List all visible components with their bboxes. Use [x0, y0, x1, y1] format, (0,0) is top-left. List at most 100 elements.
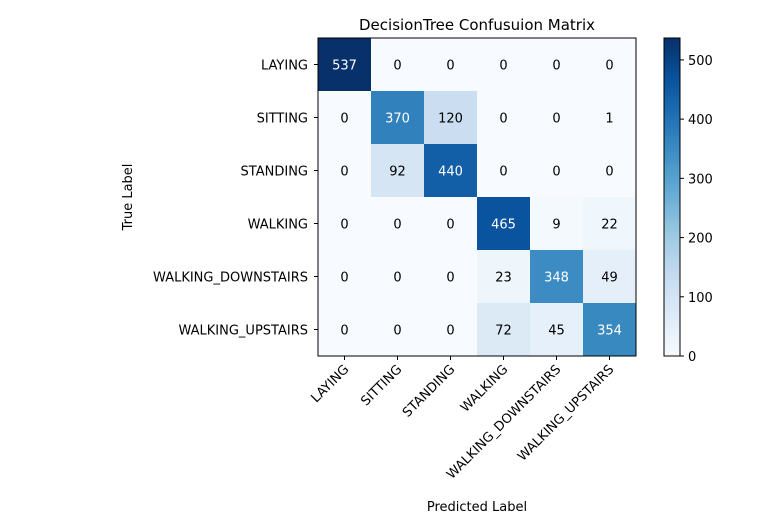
- matrix-cell: [530, 250, 584, 304]
- colorbar: [663, 37, 681, 357]
- matrix-cell: [371, 91, 425, 145]
- cell-value: 0: [552, 165, 560, 180]
- matrix-cells: [318, 38, 637, 357]
- matrix-cell: [318, 303, 372, 357]
- cell-value: 0: [552, 112, 560, 127]
- cell-value: 0: [393, 59, 401, 74]
- matrix-cell: [424, 91, 478, 145]
- matrix-cell: [530, 91, 584, 145]
- cell-value: 120: [438, 112, 463, 127]
- colorbar-tick-label: 300: [688, 172, 713, 187]
- matrix-cell: [530, 38, 584, 92]
- y-tick-label: WALKING_DOWNSTAIRS: [153, 271, 308, 286]
- cell-value: 92: [389, 165, 406, 180]
- colorbar-tick-label: 400: [688, 113, 713, 128]
- cell-value: 0: [340, 218, 348, 233]
- matrix-cell: [318, 38, 372, 92]
- cell-value: 72: [495, 324, 512, 339]
- cell-value: 0: [340, 324, 348, 339]
- matrix-cell: [318, 144, 372, 198]
- cell-value: 465: [491, 218, 516, 233]
- matrix-cell: [318, 197, 372, 251]
- matrix-cell: [371, 303, 425, 357]
- x-tick-label: WALKING_UPSTAIRS: [515, 362, 617, 464]
- cell-value: 537: [332, 59, 357, 74]
- x-tick-label: LAYING: [308, 362, 352, 406]
- matrix-cell: [583, 250, 637, 304]
- cell-value: 22: [601, 218, 618, 233]
- cell-value: 354: [597, 324, 622, 339]
- y-tick-labels: LAYING SITTING STANDING WALKING WALKING_DOWN…: [153, 59, 318, 339]
- colorbar-tick-label: 500: [688, 54, 713, 69]
- cell-value: 348: [544, 271, 569, 286]
- cell-value: 0: [340, 165, 348, 180]
- cell-value: 0: [393, 218, 401, 233]
- cell-value: 45: [548, 324, 565, 339]
- y-tick-label: SITTING: [257, 112, 308, 127]
- matrix-cell: [424, 303, 478, 357]
- cell-value: 0: [446, 59, 454, 74]
- matrix-cell: [371, 38, 425, 92]
- matrix-cell: [477, 197, 531, 251]
- cell-value: 370: [385, 112, 410, 127]
- y-tick-label: WALKING_UPSTAIRS: [179, 324, 309, 339]
- cell-value: 49: [601, 271, 618, 286]
- matrix-cell: [477, 250, 531, 304]
- cell-value: 0: [499, 165, 507, 180]
- cell-value-labels: 537 0 0 0 0 0 0 370 120 0 0 1 0 92 440 0 0 0 0 0 0 465 9 22 0 0 0 2…: [332, 59, 622, 339]
- cell-value: 0: [446, 324, 454, 339]
- matrix-cell: [583, 197, 637, 251]
- matrix-cell: [583, 144, 637, 198]
- chart-title: DecisionTree Confusuion Matrix: [359, 16, 595, 34]
- colorbar-tick-label: 0: [688, 350, 696, 365]
- cell-value: 0: [605, 59, 613, 74]
- matrix-cell: [424, 144, 478, 198]
- cell-value: 0: [605, 165, 613, 180]
- matrix-cell: [318, 91, 372, 145]
- colorbar-tick-label: 200: [688, 232, 713, 247]
- x-tick-label: SITTING: [358, 362, 405, 409]
- matrix-cell: [583, 91, 637, 145]
- matrix-cell: [371, 197, 425, 251]
- y-tick-label: LAYING: [261, 59, 308, 74]
- matrix-cell: [424, 197, 478, 251]
- matrix-cell: [530, 303, 584, 357]
- matrix-cell: [477, 91, 531, 145]
- x-tick-label: STANDING: [400, 362, 458, 420]
- cell-value: 0: [499, 59, 507, 74]
- matrix-cell: [583, 38, 637, 92]
- cell-value: 0: [393, 324, 401, 339]
- colorbar-tick-label: 100: [688, 291, 713, 306]
- y-axis-label: True Label: [121, 164, 136, 232]
- matrix-cell: [371, 250, 425, 304]
- colorbar-ticks: 0 100 200 300 400 500: [680, 54, 713, 365]
- matrix-cell: [424, 250, 478, 304]
- cell-value: 0: [340, 271, 348, 286]
- y-tick-label: WALKING: [248, 218, 308, 233]
- cell-value: 0: [446, 218, 454, 233]
- cell-value: 1: [605, 112, 613, 127]
- matrix-cell: [530, 144, 584, 198]
- cell-value: 0: [393, 271, 401, 286]
- cell-value: 9: [552, 218, 560, 233]
- matrix-cell: [371, 144, 425, 198]
- matrix-cell: [530, 197, 584, 251]
- cell-value: 0: [446, 271, 454, 286]
- cell-value: 0: [340, 112, 348, 127]
- plot-frame: [317, 37, 637, 357]
- x-tick-label: WALKING: [458, 362, 511, 415]
- y-tick-label: STANDING: [241, 165, 308, 180]
- matrix-cell: [318, 250, 372, 304]
- matrix-cell: [477, 303, 531, 357]
- matrix-cell: [477, 144, 531, 198]
- cell-value: 23: [495, 271, 512, 286]
- cell-value: 0: [499, 112, 507, 127]
- matrix-cell: [477, 38, 531, 92]
- cell-value: 440: [438, 165, 463, 180]
- matrix-cell: [583, 303, 637, 357]
- matrix-cell: [424, 38, 478, 92]
- x-axis-label: Predicted Label: [427, 500, 527, 515]
